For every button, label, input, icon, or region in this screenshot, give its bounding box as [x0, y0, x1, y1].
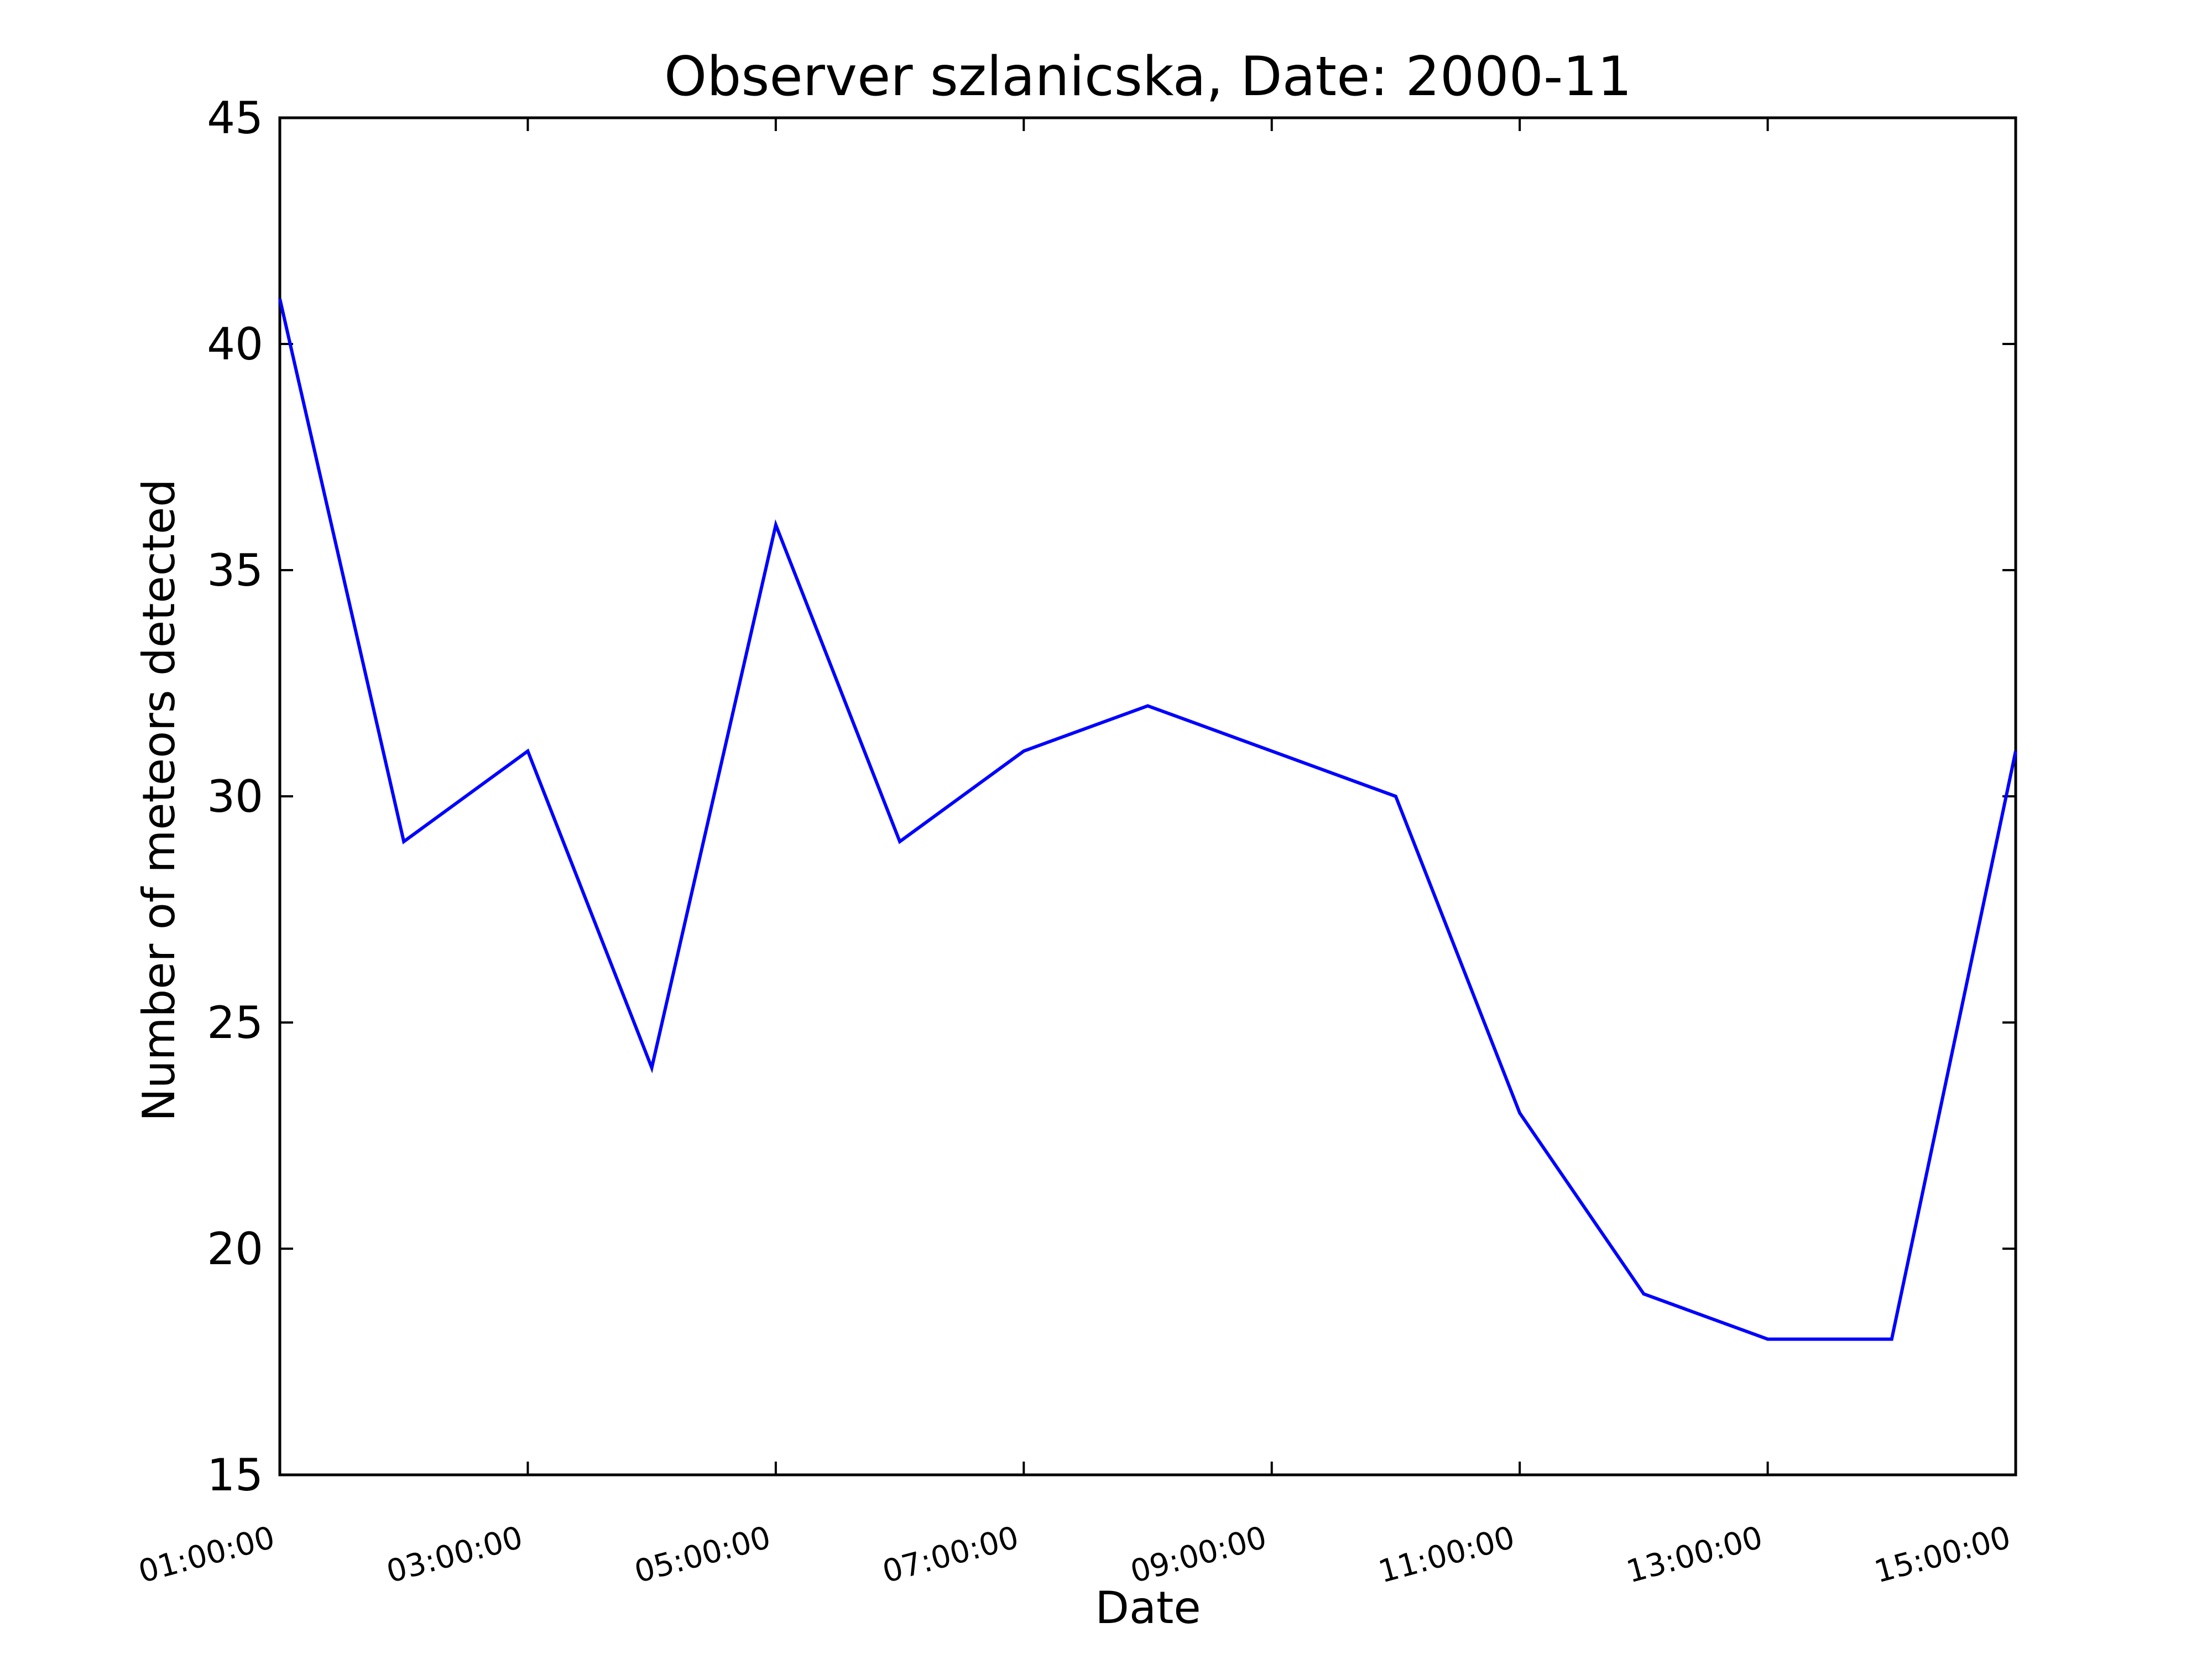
- x-tick-label: 03:00:00: [383, 1520, 526, 1590]
- y-tick-label: 20: [207, 1223, 263, 1275]
- y-tick-label: 25: [207, 997, 263, 1048]
- x-tick-label: 05:00:00: [631, 1520, 775, 1590]
- x-tick-label: 01:00:00: [135, 1520, 279, 1590]
- y-axis-label: Number of meteors detected: [133, 479, 185, 1121]
- y-tick-label: 45: [207, 92, 263, 144]
- y-tick-label: 30: [207, 771, 263, 822]
- y-tick-label: 15: [207, 1449, 263, 1501]
- series-line: [278, 298, 2017, 1341]
- x-tick-label: 07:00:00: [879, 1520, 1022, 1590]
- chart-title: Observer szlanicska, Date: 2000-11: [664, 45, 1632, 108]
- plot-frame: [278, 116, 2017, 1477]
- y-tick-label: 35: [207, 545, 263, 596]
- x-tick-label: 15:00:00: [1871, 1520, 2015, 1590]
- y-tick-label: 40: [207, 319, 263, 370]
- plot-area: 15 20 25 30 35 40 45 01:00:00 03:00:00 05:00:00 07…: [135, 92, 2017, 1590]
- x-axis-label: Date: [1095, 1582, 1201, 1634]
- x-tick-label: 11:00:00: [1375, 1520, 1519, 1590]
- x-tick-label: 09:00:00: [1127, 1520, 1271, 1590]
- x-tick-label: 13:00:00: [1623, 1520, 1766, 1590]
